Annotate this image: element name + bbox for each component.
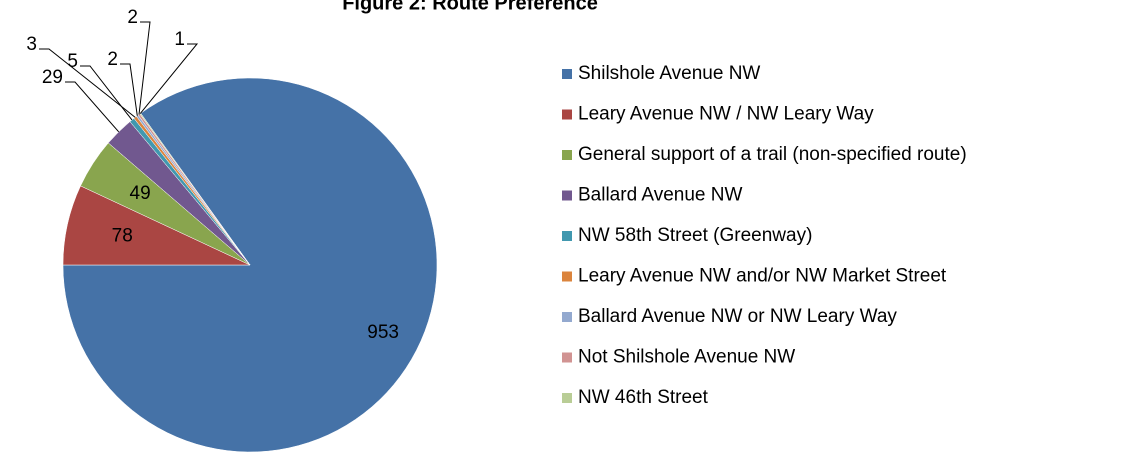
chart-title: Figure 2: Route Preference (342, 0, 598, 14)
data-label: 5 (67, 51, 78, 72)
leader-line (120, 63, 138, 116)
legend-label: Not Shilshole Avenue NW (578, 347, 795, 368)
legend-label: NW 46th Street (578, 387, 709, 408)
data-label: 49 (130, 183, 151, 204)
leader-line (80, 65, 133, 121)
legend-swatch (562, 271, 572, 282)
leader-line (39, 48, 136, 118)
legend-swatch (562, 190, 572, 201)
legend-label: Ballard Avenue NW or NW Leary Way (578, 306, 897, 327)
data-label: 29 (42, 67, 63, 88)
data-label: 78 (112, 226, 133, 247)
leader-line (65, 81, 120, 133)
legend-label: Leary Avenue NW / NW Leary Way (578, 104, 874, 125)
legend-swatch (562, 231, 572, 241)
legend-swatch (562, 109, 572, 120)
legend-swatch (562, 393, 572, 403)
legend-label: Ballard Avenue NW (578, 185, 742, 206)
data-label: 1 (174, 29, 185, 50)
legend-swatch (562, 312, 572, 322)
data-label: 953 (367, 322, 399, 343)
data-label: 3 (26, 34, 37, 55)
legend-swatch (562, 352, 572, 363)
legend-label: Shilshole Avenue NW (578, 63, 760, 84)
data-label: 2 (107, 49, 118, 70)
legend-label: General support of a trail (non-specifie… (578, 144, 967, 165)
data-label: 2 (127, 7, 138, 28)
leader-line (139, 43, 199, 114)
legend-swatch (562, 150, 572, 160)
legend-swatch (562, 69, 572, 79)
legend-label: NW 58th Street (Greenway) (578, 225, 812, 246)
leader-line (138, 21, 151, 115)
legend-label: Leary Avenue NW and/or NW Market Street (578, 266, 947, 287)
